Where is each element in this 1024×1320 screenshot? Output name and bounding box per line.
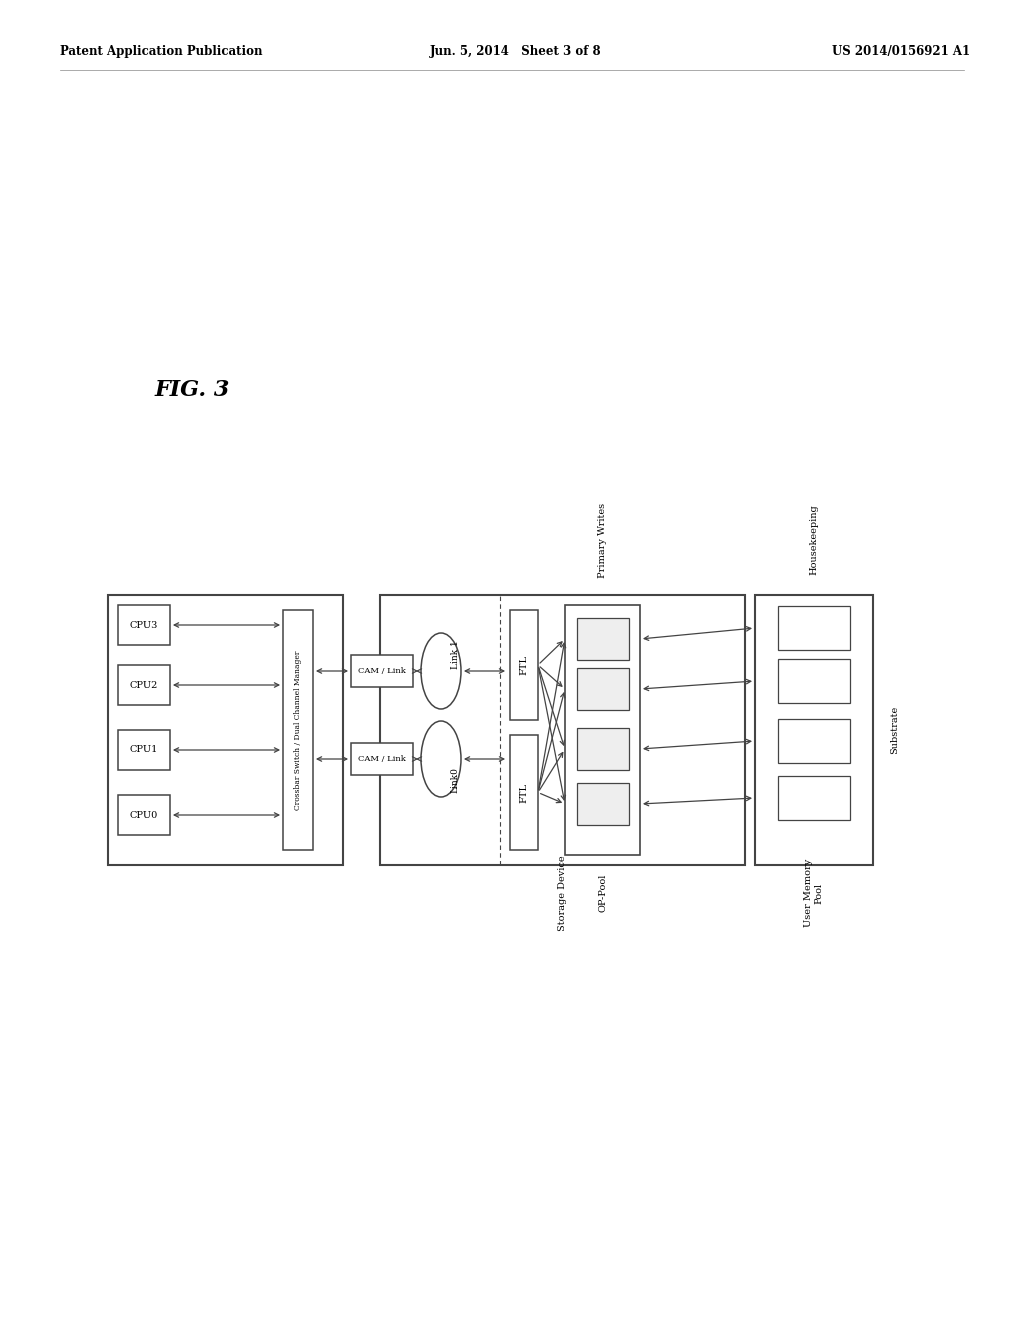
Bar (778, 606, 850, 649)
Text: FTL: FTL (519, 783, 528, 803)
Text: Primary Writes: Primary Writes (598, 503, 607, 578)
Bar (778, 659, 850, 704)
Text: CPU0: CPU0 (130, 810, 158, 820)
Bar (755, 595, 873, 865)
Bar (118, 605, 170, 645)
Bar (380, 595, 745, 865)
Ellipse shape (421, 721, 461, 797)
Text: Housekeeping: Housekeeping (810, 504, 818, 576)
Text: Substrate: Substrate (891, 706, 899, 754)
Bar (118, 795, 170, 836)
Text: Jun. 5, 2014   Sheet 3 of 8: Jun. 5, 2014 Sheet 3 of 8 (430, 45, 602, 58)
Bar (108, 595, 343, 865)
Text: CAM / Link: CAM / Link (358, 755, 406, 763)
Text: Link 1: Link 1 (451, 640, 460, 669)
Text: CAM / Link: CAM / Link (358, 667, 406, 675)
Text: Link0: Link0 (451, 767, 460, 793)
Text: FTL: FTL (519, 655, 528, 675)
Text: CPU3: CPU3 (130, 620, 158, 630)
Bar (577, 668, 629, 710)
Bar (351, 743, 413, 775)
Text: CPU1: CPU1 (130, 746, 158, 755)
Bar (510, 735, 538, 850)
Bar (118, 665, 170, 705)
Bar (778, 719, 850, 763)
Ellipse shape (421, 634, 461, 709)
Bar (577, 729, 629, 770)
Bar (118, 730, 170, 770)
Text: US 2014/0156921 A1: US 2014/0156921 A1 (831, 45, 970, 58)
Bar (778, 776, 850, 820)
Bar (577, 618, 629, 660)
Bar (351, 655, 413, 686)
Text: CPU2: CPU2 (130, 681, 158, 689)
Bar (283, 610, 313, 850)
Bar (510, 610, 538, 719)
Text: FIG. 3: FIG. 3 (155, 379, 230, 401)
Text: User Memory
Pool: User Memory Pool (804, 859, 823, 927)
Text: Patent Application Publication: Patent Application Publication (60, 45, 262, 58)
Text: Storage Device: Storage Device (558, 855, 567, 931)
Text: OP-Pool: OP-Pool (598, 874, 607, 912)
Text: Crossbar Switch / Dual Channel Manager: Crossbar Switch / Dual Channel Manager (294, 651, 302, 809)
Bar (577, 783, 629, 825)
Bar (565, 605, 640, 855)
